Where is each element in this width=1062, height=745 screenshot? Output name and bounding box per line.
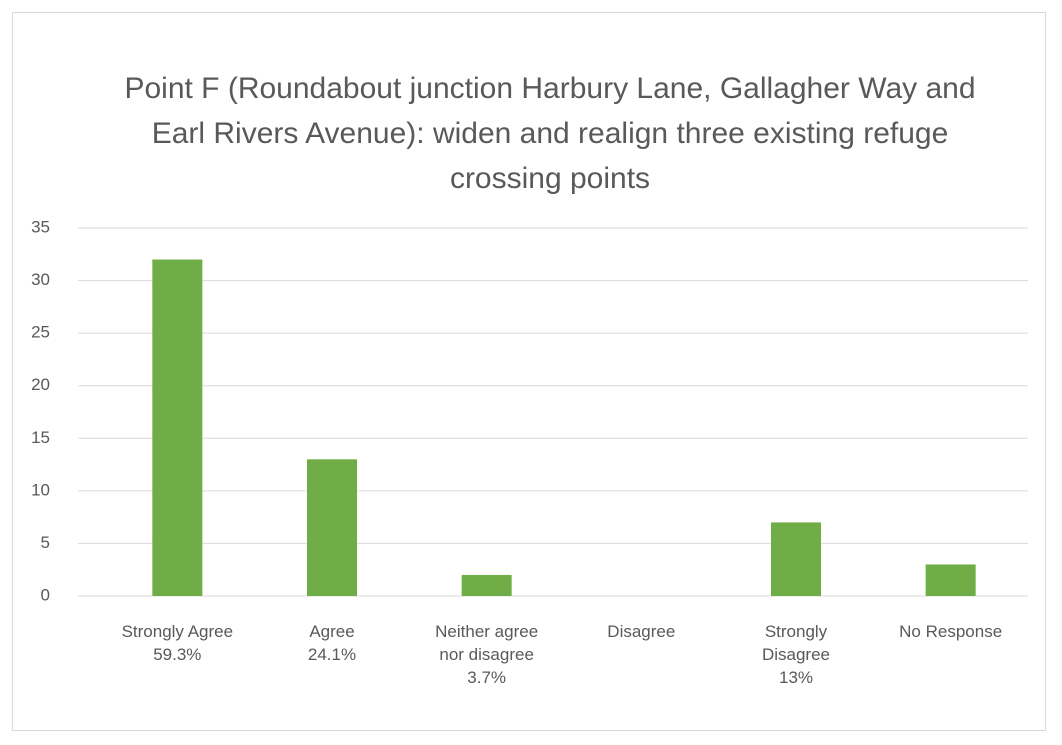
y-tick-label: 30 — [31, 270, 50, 289]
bar — [925, 564, 976, 596]
x-tick-label: Disagree — [607, 622, 676, 641]
y-tick-label: 0 — [41, 585, 50, 604]
x-tick-label: No Response — [899, 622, 1003, 641]
y-tick-label: 35 — [31, 217, 50, 236]
y-tick-label: 10 — [31, 480, 50, 499]
y-tick-label: 15 — [31, 428, 50, 447]
bar — [307, 459, 357, 596]
chart-title: Point F (Roundabout junction Harbury Lan… — [124, 72, 976, 195]
y-tick-label: 5 — [41, 533, 50, 552]
bar — [152, 259, 203, 596]
y-tick-label: 20 — [31, 375, 50, 394]
x-tick-label: Strongly Agree 59.3% — [121, 622, 234, 664]
x-tick-label: Strongly Disagree 13% — [761, 622, 831, 687]
x-tick-label: Agree 24.1% — [307, 622, 357, 664]
x-tick-label: Neither agree nor disagree 3.7% — [435, 622, 539, 687]
bar — [771, 522, 821, 596]
y-tick-label: 25 — [31, 323, 50, 342]
chart-frame — [12, 12, 1046, 731]
bar — [461, 574, 512, 596]
